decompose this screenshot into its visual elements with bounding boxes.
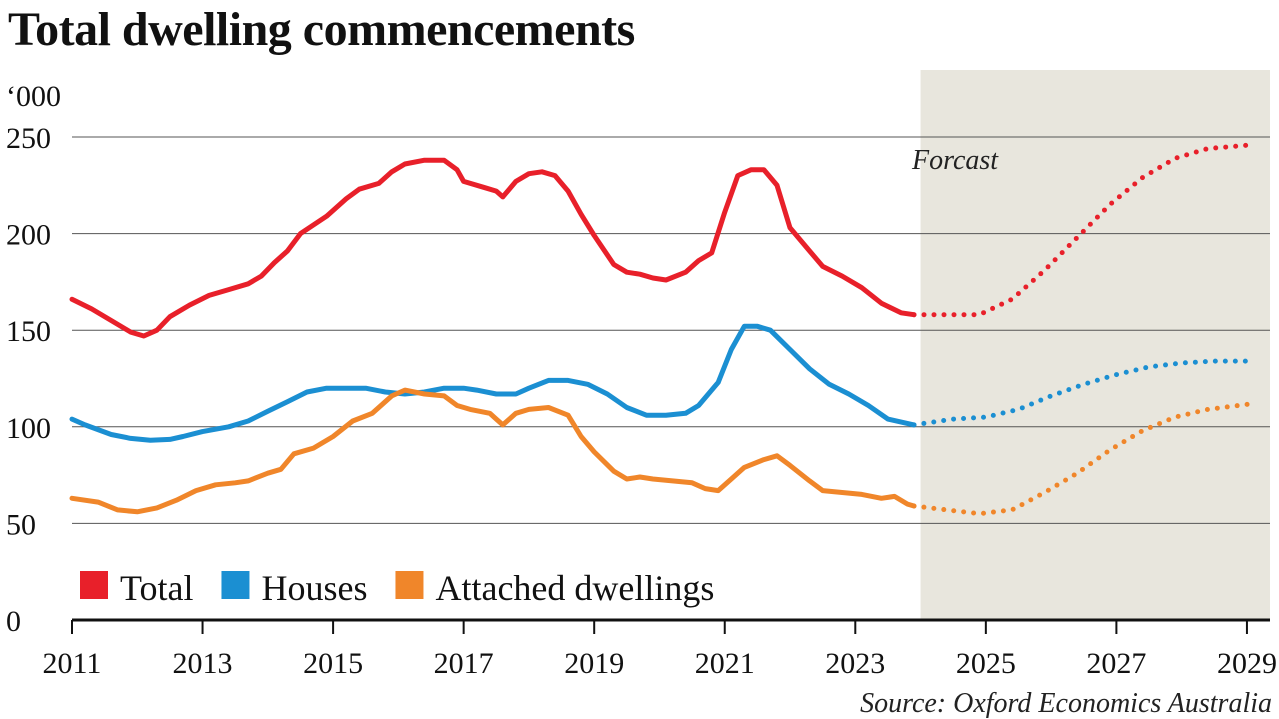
x-tick-label-2023: 2023 xyxy=(825,647,885,680)
x-tick-label-2019: 2019 xyxy=(564,647,624,680)
x-tick-label-2017: 2017 xyxy=(434,647,494,680)
x-tick-label-2015: 2015 xyxy=(303,647,363,680)
x-tick-label-2021: 2021 xyxy=(695,647,755,680)
y-tick-label-0: 0 xyxy=(6,605,21,638)
x-tick-label-2025: 2025 xyxy=(956,647,1016,680)
attached-legend-label: Attached dwellings xyxy=(435,568,714,608)
y-tick-label-100: 100 xyxy=(6,412,51,445)
x-tick-label-2013: 2013 xyxy=(173,647,233,680)
forecast-shading xyxy=(920,70,1270,620)
y-tick-label-50: 50 xyxy=(6,508,36,541)
houses-legend-label: Houses xyxy=(261,568,367,608)
x-tick-label-2011: 2011 xyxy=(43,647,102,680)
y-tick-label-150: 150 xyxy=(6,315,51,348)
x-tick-label-2027: 2027 xyxy=(1086,647,1146,680)
houses-legend-swatch xyxy=(221,571,250,599)
y-axis-unit-label: ‘000 xyxy=(6,80,61,113)
attached-legend-swatch xyxy=(395,571,424,599)
y-tick-label-200: 200 xyxy=(6,219,51,252)
total-legend-swatch xyxy=(80,571,108,599)
chart-title: Total dwelling commencements xyxy=(8,3,635,56)
attached-forecast-line xyxy=(911,401,1256,517)
y-tick-label-250: 250 xyxy=(6,122,51,155)
houses-series-line xyxy=(69,323,917,443)
x-tick-label-2029: 2029 xyxy=(1217,647,1277,680)
houses-forecast-line xyxy=(911,358,1256,428)
forecast-label: Forcast xyxy=(911,145,999,176)
source-note: Source: Oxford Economics Australia xyxy=(860,688,1272,719)
total-series-line xyxy=(69,157,917,339)
total-legend-label: Total xyxy=(120,568,193,608)
total-forecast-line xyxy=(911,142,1256,318)
attached-series-line xyxy=(69,387,917,515)
